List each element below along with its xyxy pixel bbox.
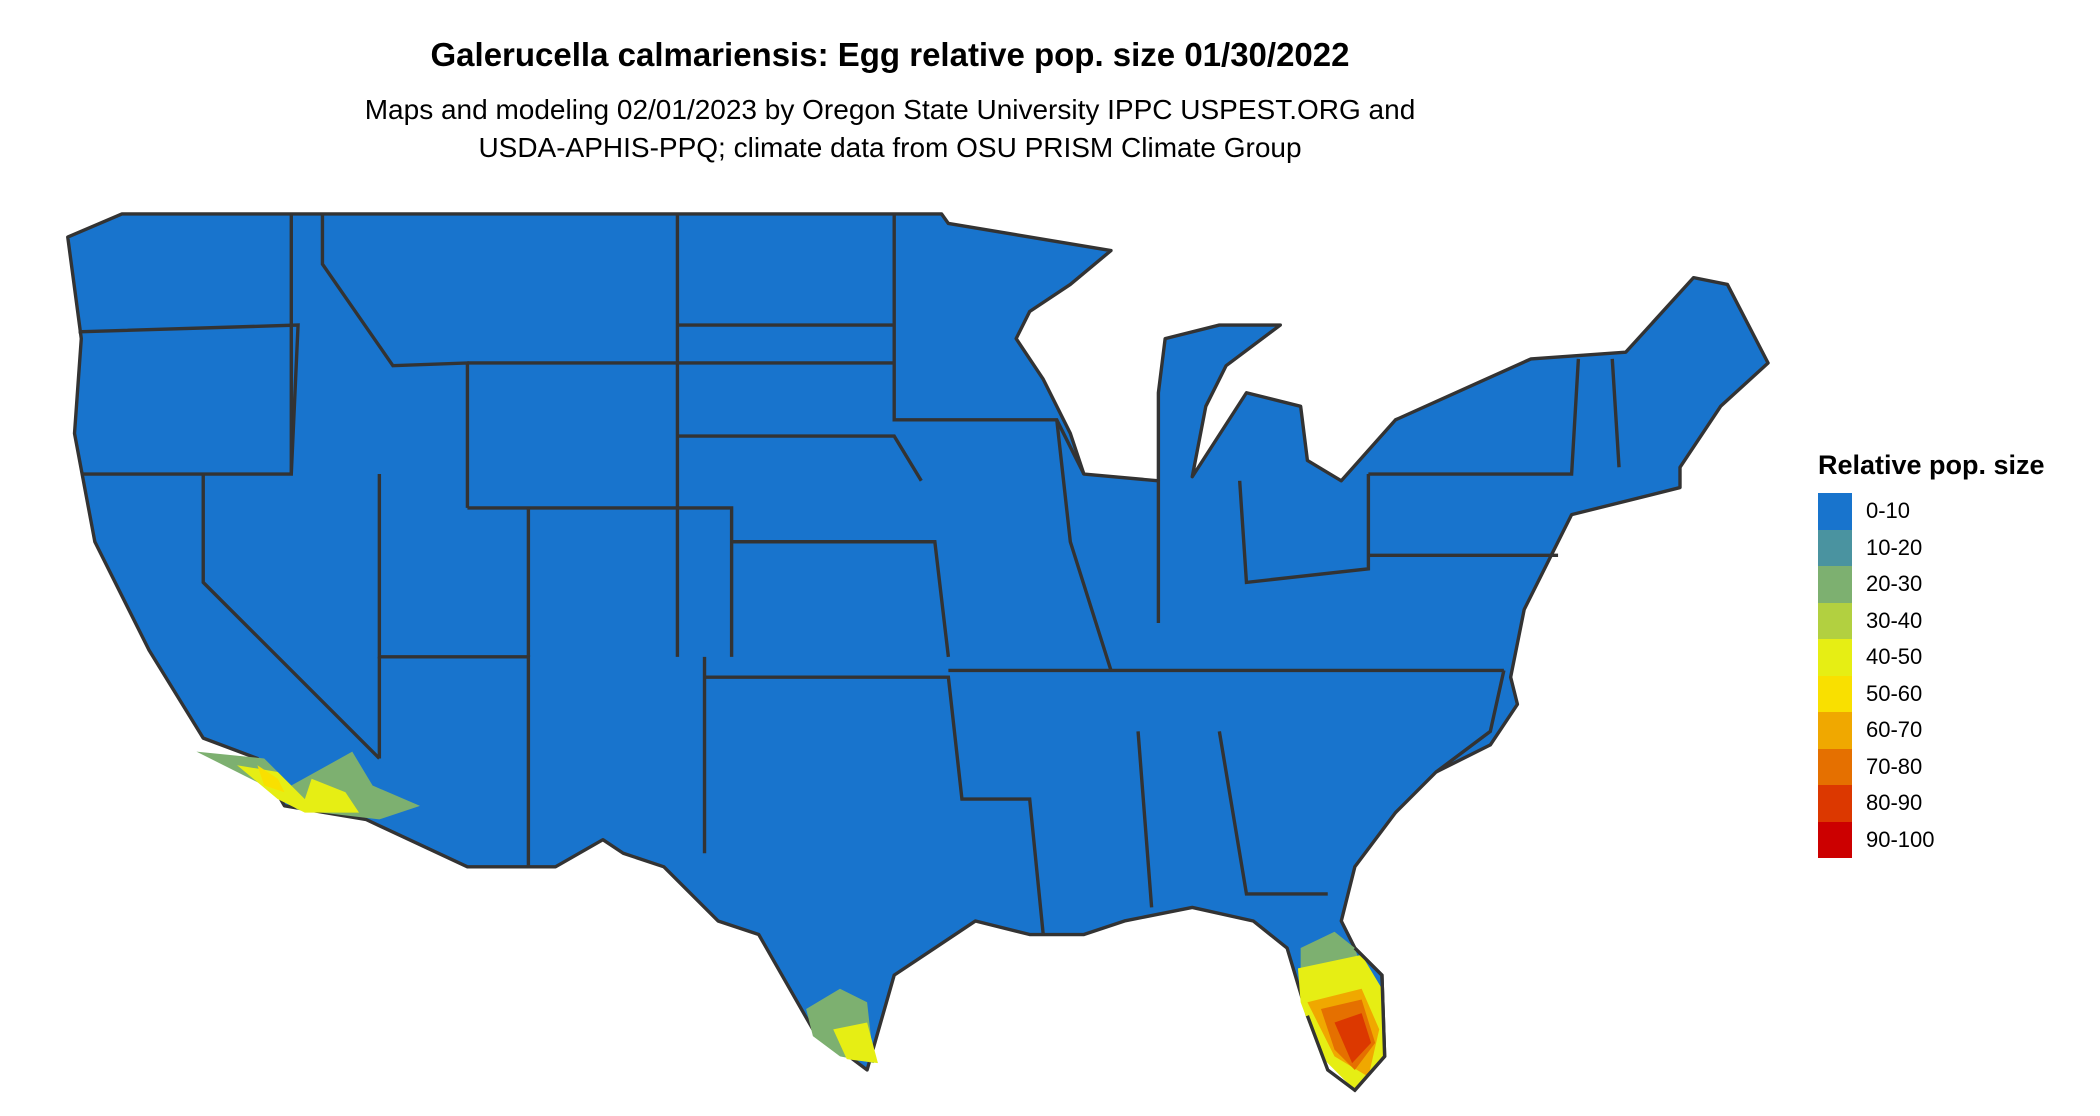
hotspot-texas [806, 988, 878, 1064]
legend-swatch [1818, 602, 1852, 639]
florida-outline [1305, 946, 1387, 1093]
legend-items: 0-10 10-20 20-30 30-40 40-50 50-60 60-70 70-80 8… [1818, 493, 2045, 858]
legend-swatch [1818, 639, 1852, 676]
us-land-0-10 [66, 212, 1770, 1092]
hotspot-florida [1297, 931, 1385, 1091]
legend-label: 60-70 [1866, 717, 1923, 743]
legend-swatch [1818, 712, 1852, 749]
legend-label: 40-50 [1866, 644, 1923, 670]
legend-item: 50-60 [1818, 675, 2045, 712]
legend-item: 80-90 [1818, 785, 2045, 822]
legend-item: 90-100 [1818, 821, 2045, 858]
legend-label: 30-40 [1866, 607, 1923, 633]
legend-swatch [1818, 748, 1852, 785]
legend-title: Relative pop. size [1818, 450, 2045, 480]
legend-item: 70-80 [1818, 748, 2045, 785]
subtitle-line-2: USDA-APHIS-PPQ; climate data from OSU PR… [478, 132, 1302, 163]
legend-label: 90-100 [1866, 826, 1935, 852]
legend-swatch [1818, 821, 1852, 858]
hotspot-california [196, 751, 420, 820]
legend-item: 30-40 [1818, 602, 2045, 639]
legend: Relative pop. size 0-10 10-20 20-30 30-40 40… [1818, 450, 2045, 858]
legend-item: 10-20 [1818, 529, 2045, 566]
legend-swatch [1818, 675, 1852, 712]
legend-label: 80-90 [1866, 790, 1923, 816]
legend-swatch [1818, 529, 1852, 566]
legend-label: 50-60 [1866, 680, 1923, 706]
legend-item: 40-50 [1818, 639, 2045, 676]
legend-label: 10-20 [1866, 534, 1923, 560]
subtitle-line-1: Maps and modeling 02/01/2023 by Oregon S… [364, 94, 1416, 125]
legend-item: 0-10 [1818, 493, 2045, 530]
legend-item: 20-30 [1818, 566, 2045, 603]
legend-item: 60-70 [1818, 712, 2045, 749]
legend-label: 70-80 [1866, 753, 1923, 779]
legend-swatch [1818, 785, 1852, 822]
state-borders [78, 213, 1621, 935]
legend-swatch [1818, 566, 1852, 603]
legend-label: 0-10 [1866, 498, 1911, 524]
legend-label: 20-30 [1866, 571, 1923, 597]
chart-title: Galerucella calmariensis: Egg relative p… [430, 36, 1350, 73]
legend-swatch [1818, 493, 1852, 530]
